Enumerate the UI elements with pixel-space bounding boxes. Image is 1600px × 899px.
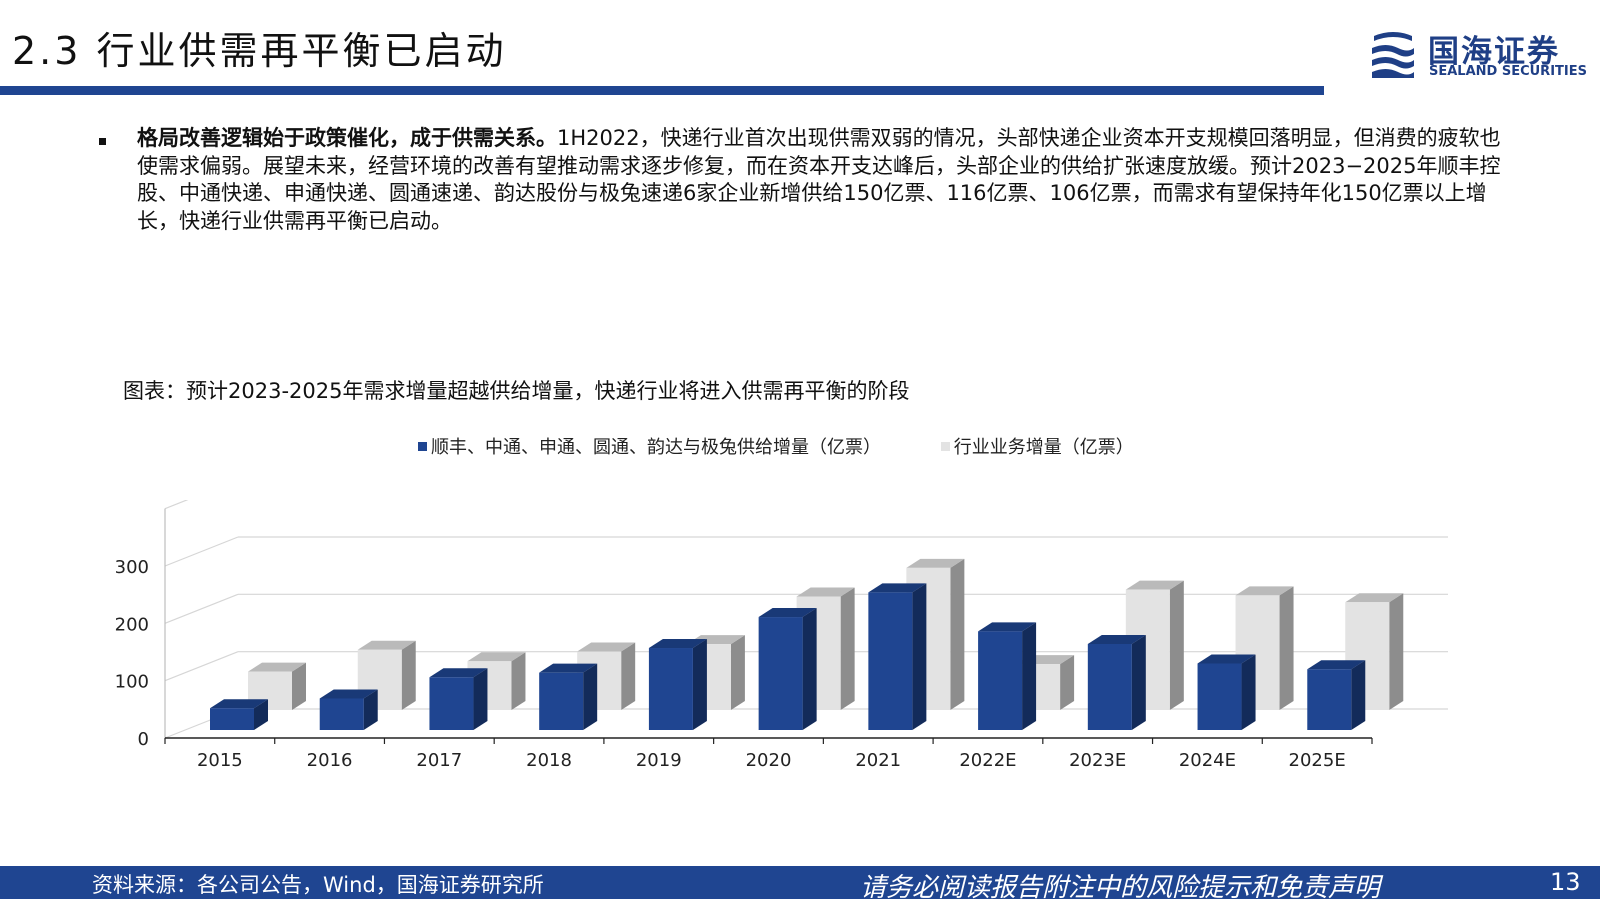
x-tick-label: 2021: [855, 750, 901, 771]
gridline-side: [164, 536, 239, 567]
bar-demand-side: [730, 635, 745, 710]
bar-demand-side: [1389, 593, 1404, 710]
bar-demand-top: [1345, 593, 1404, 603]
bar-demand-side: [292, 662, 306, 710]
bar-demand-side: [840, 587, 855, 710]
bar-supply-top: [210, 699, 268, 709]
bar-demand-side: [401, 640, 416, 710]
title-divider: [0, 86, 1324, 95]
bar-demand-side: [1279, 586, 1294, 710]
legend-label-supply: 顺丰、中通、申通、圆通、韵达与极兔供给增量（亿票）: [431, 437, 881, 458]
bar-supply-top: [648, 639, 707, 649]
x-tick-label: 2017: [416, 750, 462, 771]
bar-supply-side: [802, 608, 817, 730]
logo-chinese-name: 国海证券: [1428, 34, 1560, 70]
chart-legend: 顺丰、中通、申通、圆通、韵达与极兔供给增量（亿票） 行业业务增量（亿票）: [418, 433, 1188, 459]
gridline-side: [164, 500, 189, 510]
bar-supply-top: [539, 663, 598, 673]
legend-label-demand: 行业业务增量（亿票）: [953, 437, 1134, 458]
gridline-side: [164, 593, 239, 624]
bar-supply: [539, 672, 584, 730]
bar-supply: [1307, 669, 1352, 730]
page-number: 13: [1550, 868, 1581, 896]
bar-supply-side: [363, 689, 378, 730]
bar-demand-side: [1169, 580, 1184, 710]
bar-supply: [210, 708, 254, 730]
bar-demand-top: [1235, 586, 1294, 596]
bar-supply-side: [1241, 654, 1256, 730]
bar-supply: [1197, 663, 1242, 730]
y-tick-label: 100: [115, 672, 149, 693]
bar-demand-top: [906, 558, 965, 568]
bar-supply-top: [978, 622, 1037, 632]
sealand-logo-icon: [1372, 32, 1414, 78]
bar-demand-top: [1125, 580, 1184, 590]
company-logo: 国海证券 SEALAND SECURITIES: [1368, 26, 1590, 82]
footer-bar: 资料来源：各公司公告，Wind，国海证券研究所 请务必阅读报告附注中的风险提示和…: [0, 866, 1600, 899]
bar-supply-top: [319, 689, 378, 699]
bar-demand-side: [1060, 655, 1075, 710]
legend-item-demand: 行业业务增量（亿票）: [940, 433, 1134, 459]
bar-supply-side: [1022, 622, 1037, 730]
bar-supply-top: [868, 583, 927, 593]
bar-demand-top: [577, 642, 636, 652]
bar-demand-top: [467, 652, 526, 662]
bar-supply-top: [1087, 635, 1146, 644]
x-tick-label: 2016: [307, 750, 353, 771]
bar-supply: [429, 677, 474, 730]
logo-english-name: SEALAND SECURITIES: [1429, 64, 1587, 79]
bullet-body: 1H2022，快递行业首次出现供需双弱的情况，头部快递企业资本开支规模回落明显，…: [137, 126, 1501, 233]
bar-supply-top: [429, 668, 488, 678]
bar-supply-side: [1351, 660, 1366, 730]
x-tick-label: 2024E: [1179, 750, 1236, 771]
bar-supply: [758, 617, 803, 730]
disclaimer-note: 请务必阅读报告附注中的风险提示和免责声明: [860, 873, 1381, 899]
x-tick-label: 2018: [526, 750, 572, 771]
bar-supply-side: [692, 639, 707, 730]
bar-demand-side: [621, 642, 636, 710]
legend-swatch-demand: [940, 442, 950, 451]
x-tick-label: 2022E: [959, 750, 1016, 771]
x-tick-label: 2019: [636, 750, 682, 771]
x-tick-label: 2015: [197, 750, 243, 771]
y-tick-label: 0: [138, 729, 149, 750]
legend-swatch-supply: [418, 442, 427, 451]
bar-supply: [1087, 644, 1132, 730]
bullet-paragraph: 格局改善逻辑始于政策催化，成于供需关系。1H2022，快递行业首次出现供需双弱的…: [137, 125, 1509, 235]
chart-caption: 图表：预计2023-2025年需求增量超越供给增量，快递行业将进入供需再平衡的阶…: [123, 379, 910, 403]
bullet-lead: 格局改善逻辑始于政策催化，成于供需关系。: [137, 126, 557, 150]
bar-demand-top: [357, 640, 416, 650]
bar-supply-side: [583, 663, 598, 730]
bar-supply: [978, 631, 1023, 730]
bar-demand-side: [511, 652, 526, 710]
bar-supply-top: [1307, 660, 1366, 670]
source-note: 资料来源：各公司公告，Wind，国海证券研究所: [92, 873, 544, 897]
bar-demand-side: [950, 558, 965, 710]
bar-demand-top: [796, 587, 855, 597]
legend-item-supply: 顺丰、中通、申通、圆通、韵达与极兔供给增量（亿票）: [418, 433, 881, 459]
bar-supply-side: [254, 699, 268, 730]
y-tick-label: 300: [115, 557, 149, 578]
gridline-side: [164, 651, 239, 682]
y-tick-label: 200: [115, 614, 149, 635]
bar-supply: [319, 698, 364, 730]
page-title: 2.3 行业供需再平衡已启动: [12, 29, 507, 73]
bar-supply: [648, 648, 693, 730]
x-tick-label: 2025E: [1289, 750, 1346, 771]
x-tick-label: 2023E: [1069, 750, 1126, 771]
bar-supply-top: [1197, 654, 1256, 664]
bar-supply-top: [758, 608, 817, 618]
bullet-marker: [99, 138, 106, 145]
bar-supply-side: [473, 668, 488, 730]
bar-supply-side: [1131, 635, 1146, 730]
bar-demand-top: [248, 662, 306, 672]
bar-supply-side: [912, 583, 927, 730]
x-tick-label: 2020: [746, 750, 792, 771]
bar-chart-3d: 0 100 200 300 2015 2016 2017 2018 2019 2020 2021 20…: [115, 500, 1448, 771]
bar-supply: [868, 592, 913, 730]
